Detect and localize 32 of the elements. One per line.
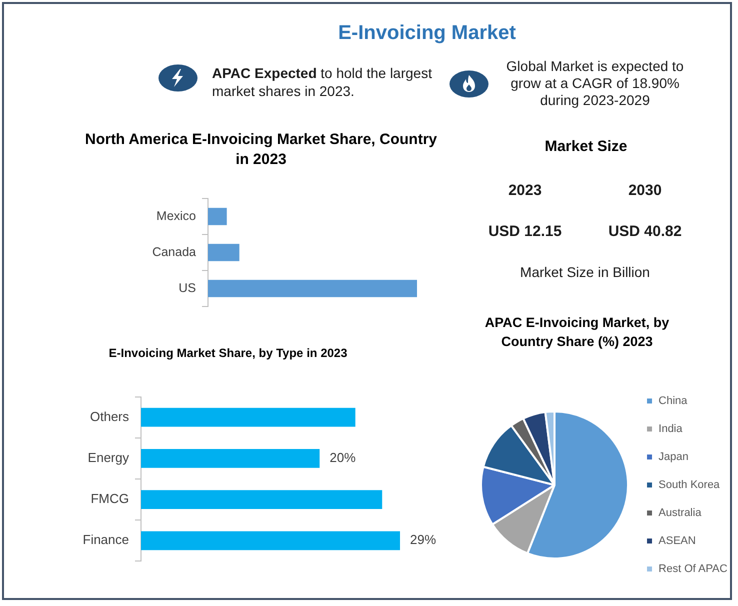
text: Global Market is expected to grow at a CAGR of 18.90% during 2023-2029 [505,58,685,109]
data-label: 20% [330,450,356,466]
text: E-Invoicing Market [337,21,517,46]
chart-title: E-Invoicing Market Share, by Type in 2023 [108,345,348,361]
text: 2030 [627,181,663,201]
y-tick-label: Mexico [156,208,196,223]
y-tick-label: Finance [82,532,129,548]
legend-label: South Korea [658,479,721,492]
y-tick-label: FMCG [90,491,129,506]
text: USD 40.82 [607,222,683,242]
legend-label: Rest Of APAC [658,563,728,576]
bar [141,408,356,427]
y-tick-label: Canada [152,244,196,259]
chart-title: APAC E-Invoicing Market, by Country Share (%) 2023 [484,314,670,351]
data-label: 29% [410,532,436,548]
y-tick-label: Others [90,408,130,424]
legend-label: ASEAN [658,535,696,548]
bar [141,531,400,550]
legend-label: China [658,395,688,408]
legend-label: Australia [658,507,702,520]
chart-title: North America E-Invoicing Market Share, Country in 2023 [84,130,438,170]
bar [141,490,382,510]
text: 2023 [507,181,543,201]
bar [141,448,320,468]
y-tick-label: US [178,280,196,295]
text: Market Size [544,137,628,157]
y-tick-label: Energy [88,450,130,466]
text: Market Size in Billion [519,263,651,282]
text: APAC Expected to hold the largest market shares in 2023. [212,64,433,100]
legend-label: Japan [658,451,689,464]
text: USD 12.15 [487,222,563,242]
legend-label: India [658,423,684,436]
